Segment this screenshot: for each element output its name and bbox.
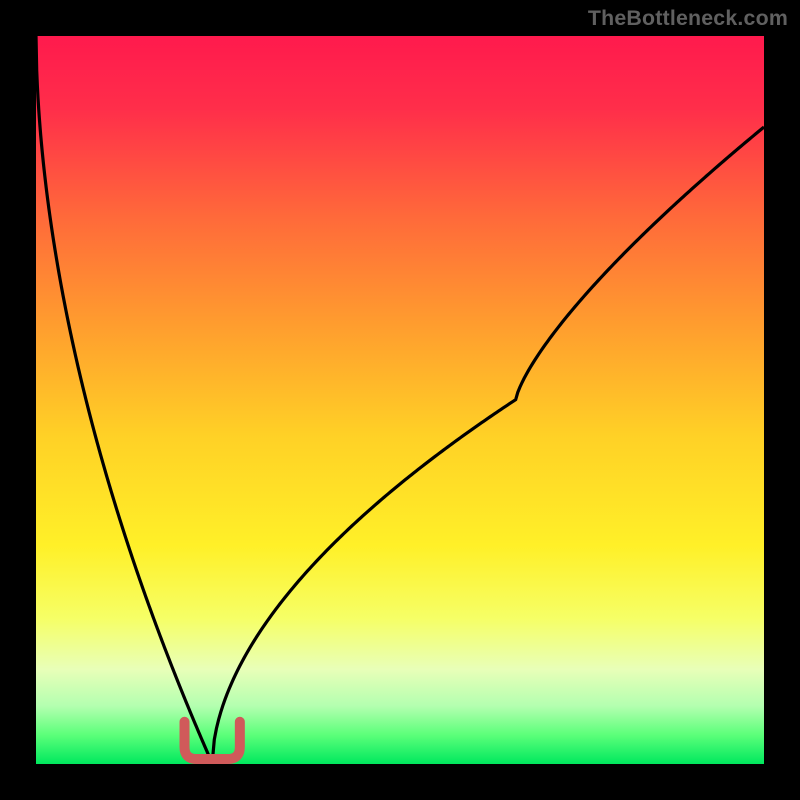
figure-container: TheBottleneck.com xyxy=(0,0,800,800)
watermark-text: TheBottleneck.com xyxy=(588,6,788,31)
gradient-background xyxy=(36,36,764,764)
bottleneck-chart xyxy=(0,0,800,800)
